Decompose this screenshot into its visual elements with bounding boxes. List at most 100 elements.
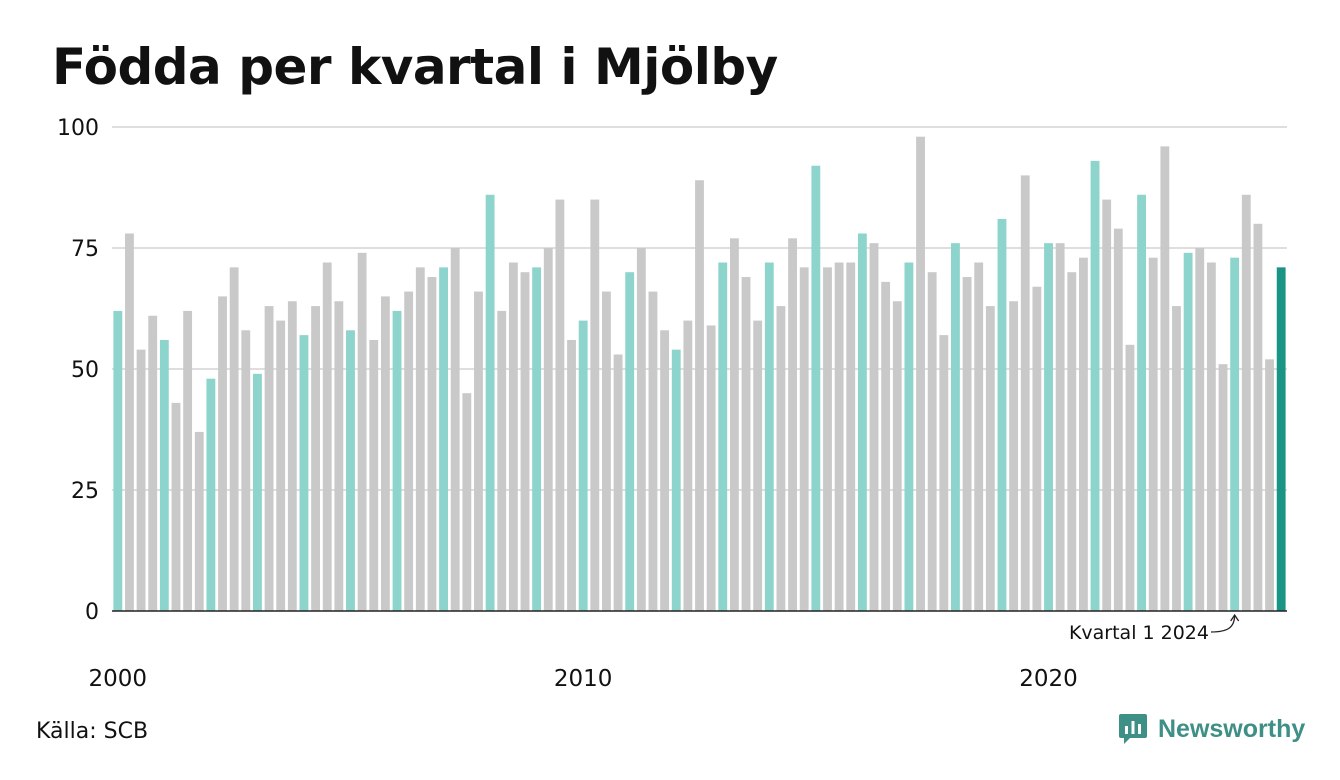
bar bbox=[671, 349, 681, 611]
y-tick-label: 50 bbox=[71, 358, 99, 383]
bar bbox=[939, 335, 949, 611]
bar bbox=[834, 262, 844, 611]
bar bbox=[625, 272, 635, 611]
bar bbox=[1020, 175, 1030, 611]
bar bbox=[1183, 252, 1193, 611]
bar bbox=[892, 301, 902, 611]
x-axis-ticks: 2000 2010 2020 bbox=[89, 666, 1078, 692]
bar bbox=[974, 262, 984, 611]
bar bbox=[1044, 243, 1053, 611]
bar-chart: 0 25 50 75 100 2000 2010 2020 Kvartal 1 2024 bbox=[57, 116, 1287, 692]
bar bbox=[171, 402, 181, 611]
bar bbox=[439, 267, 448, 611]
bar bbox=[1055, 243, 1065, 611]
bar bbox=[951, 243, 960, 611]
bar bbox=[206, 378, 216, 611]
bar bbox=[427, 277, 437, 611]
bar bbox=[1230, 257, 1240, 611]
y-tick-label: 75 bbox=[71, 237, 99, 262]
bar bbox=[613, 354, 623, 611]
bar bbox=[334, 301, 344, 611]
bar bbox=[148, 315, 158, 611]
bar bbox=[113, 310, 123, 611]
bar bbox=[1276, 267, 1286, 611]
bar bbox=[159, 339, 169, 611]
bar bbox=[823, 267, 832, 611]
bars bbox=[113, 136, 1286, 612]
bar bbox=[1241, 194, 1251, 611]
bar bbox=[881, 281, 891, 611]
bar bbox=[567, 339, 576, 611]
bar bbox=[311, 306, 321, 611]
bar bbox=[857, 233, 867, 612]
bar bbox=[776, 306, 786, 611]
bar bbox=[299, 335, 309, 611]
bar bbox=[683, 320, 693, 611]
brand-logo: Newsworthy bbox=[1118, 712, 1305, 746]
bar bbox=[1265, 359, 1274, 611]
bar bbox=[1113, 228, 1123, 611]
brand-name: Newsworthy bbox=[1158, 714, 1306, 743]
bar bbox=[276, 320, 286, 611]
bar bbox=[194, 431, 204, 611]
annotation-arrow bbox=[1210, 614, 1236, 633]
x-tick-label: 2020 bbox=[1019, 666, 1078, 692]
bar bbox=[1067, 272, 1077, 611]
bar bbox=[555, 199, 565, 611]
bar bbox=[741, 277, 751, 611]
bar bbox=[543, 248, 553, 611]
bar bbox=[229, 267, 239, 611]
bar bbox=[287, 301, 297, 611]
bar bbox=[1253, 223, 1263, 612]
bar bbox=[508, 262, 518, 611]
bar bbox=[183, 310, 193, 611]
bar bbox=[718, 262, 728, 611]
bar bbox=[218, 296, 227, 611]
bar bbox=[788, 238, 797, 611]
bar bbox=[1090, 160, 1100, 611]
bar bbox=[962, 277, 972, 611]
bar bbox=[346, 330, 355, 611]
y-tick-label: 25 bbox=[71, 479, 99, 504]
bar bbox=[695, 180, 704, 612]
bar bbox=[799, 267, 809, 611]
bar bbox=[125, 233, 134, 612]
bar bbox=[392, 310, 402, 611]
bar bbox=[1195, 248, 1205, 611]
bar bbox=[1218, 364, 1228, 611]
bar bbox=[578, 320, 588, 611]
bar bbox=[927, 272, 937, 611]
bar bbox=[369, 339, 379, 611]
y-axis-ticks: 0 25 50 75 100 bbox=[57, 116, 99, 625]
bar bbox=[846, 262, 856, 611]
bar bbox=[648, 291, 658, 611]
annotation: Kvartal 1 2024 bbox=[1069, 613, 1240, 644]
bar bbox=[462, 393, 472, 611]
bar bbox=[1102, 199, 1112, 611]
bar bbox=[450, 248, 460, 611]
bar bbox=[590, 199, 600, 611]
bar bbox=[706, 325, 716, 611]
bar bbox=[357, 252, 367, 611]
bar bbox=[904, 262, 914, 611]
bar bbox=[1172, 306, 1181, 611]
x-tick-label: 2000 bbox=[89, 666, 148, 692]
bar bbox=[1125, 344, 1135, 611]
bar bbox=[916, 136, 925, 611]
bar bbox=[1160, 146, 1170, 612]
newsworthy-logo-icon bbox=[1119, 714, 1147, 744]
source-note: Källa: SCB bbox=[36, 719, 149, 744]
bar bbox=[1148, 257, 1158, 611]
bar bbox=[253, 373, 262, 611]
bar bbox=[485, 194, 495, 611]
bar bbox=[380, 296, 390, 611]
bar bbox=[322, 262, 332, 611]
y-tick-label: 100 bbox=[57, 116, 99, 141]
bar bbox=[1137, 194, 1146, 611]
y-tick-label: 0 bbox=[85, 600, 99, 625]
bar bbox=[753, 320, 763, 611]
bar bbox=[1009, 301, 1019, 611]
bar bbox=[660, 330, 670, 611]
annotation-label: Kvartal 1 2024 bbox=[1069, 622, 1209, 644]
bar bbox=[985, 306, 995, 611]
